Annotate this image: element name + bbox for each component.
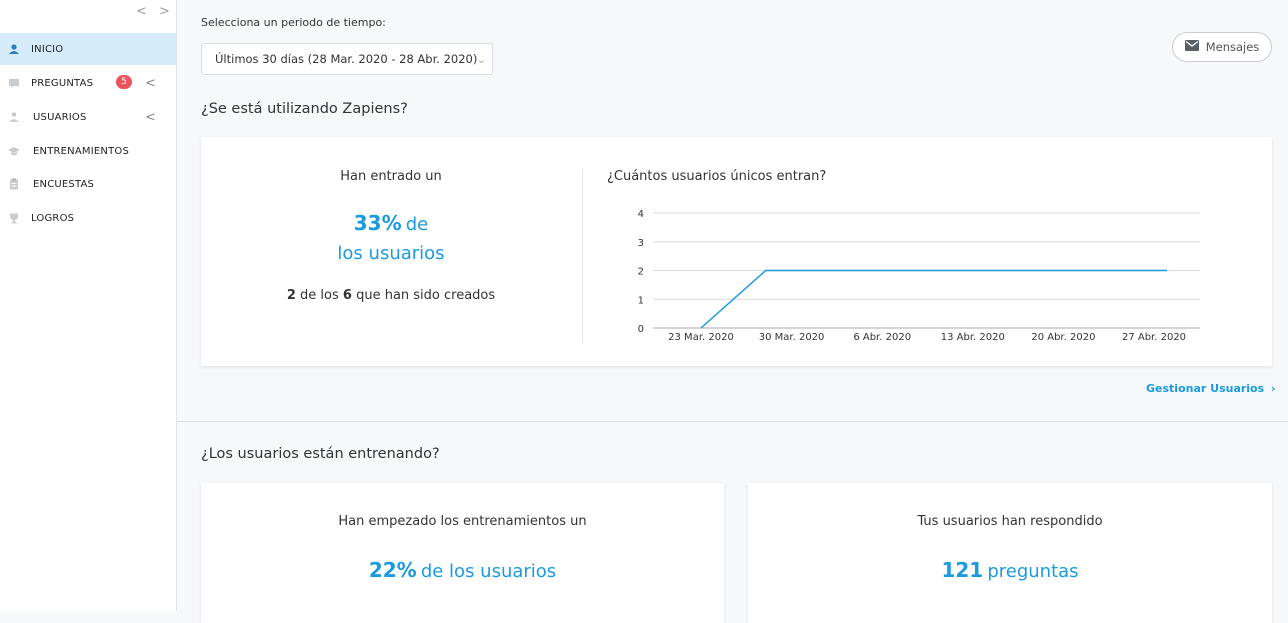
chart-title: ¿Cuántos usuarios únicos entran? <box>607 169 826 184</box>
graduation-cap-icon <box>8 145 20 157</box>
unread-count-badge: 5 <box>116 75 132 89</box>
sidebar-item-usuarios[interactable]: USUARIOS < <box>0 101 176 133</box>
percentage-line2: los usuarios <box>337 243 444 264</box>
chart-x-tick-label: 23 Mar. 2020 <box>668 332 734 343</box>
manage-users-label: Gestionar Usuarios <box>1146 382 1264 395</box>
answered-questions-card: Tus usuarios han respondido 121 pregunta… <box>748 483 1272 623</box>
clipboard-icon <box>8 178 20 190</box>
sidebar-item-label: ENCUESTAS <box>33 179 94 190</box>
sidebar-item-encuestas[interactable]: ENCUESTAS <box>0 168 176 200</box>
training-percentage: 22% <box>369 558 417 582</box>
chart-x-tick-label: 13 Abr. 2020 <box>941 332 1005 343</box>
chevron-left-icon[interactable]: < <box>145 110 156 125</box>
period-select-value: Últimos 30 días (28 Mar. 2020 - 28 Abr. … <box>215 52 477 66</box>
messages-button[interactable]: Mensajes <box>1172 32 1272 62</box>
training-started-label: Han empezado los entrenamientos un <box>201 514 724 529</box>
sidebar-item-preguntas[interactable]: PREGUNTAS 5 < <box>0 67 176 99</box>
training-percentage-suffix: de los usuarios <box>421 561 556 582</box>
person-icon <box>8 111 20 123</box>
sidebar-item-label: LOGROS <box>31 213 74 224</box>
chart-y-tick-label: 2 <box>638 267 644 278</box>
training-started-stat: 22% de los usuarios <box>201 558 724 582</box>
entered-label: Han entrado un <box>241 169 541 184</box>
answered-count: 121 <box>941 558 983 582</box>
chart-x-tick-label: 27 Abr. 2020 <box>1122 332 1186 343</box>
chat-icon <box>8 77 20 89</box>
chart-x-tick-label: 20 Abr. 2020 <box>1031 332 1095 343</box>
created-users-summary: 2 de los 6 que han sido creados <box>241 288 541 303</box>
created-suffix-text: que han sido creados <box>356 288 495 303</box>
percentage-suffix: de <box>406 214 429 235</box>
messages-button-label: Mensajes <box>1206 40 1260 54</box>
answered-count-suffix: preguntas <box>987 561 1078 582</box>
sidebar-item-label: ENTRENAMIENTOS <box>33 146 129 157</box>
created-total: 6 <box>343 288 352 303</box>
entered-percentage: 33% de <box>241 211 541 235</box>
chart-y-tick-label: 4 <box>638 209 644 220</box>
manage-users-link[interactable]: Gestionar Usuarios › <box>1146 382 1276 395</box>
sidebar-item-logros[interactable]: LOGROS <box>0 202 176 234</box>
training-started-card: Han empezado los entrenamientos un 22% d… <box>201 483 724 623</box>
user-circle-icon <box>8 43 20 55</box>
section-title-usage: ¿Se está utilizando Zapiens? <box>201 101 408 117</box>
sidebar-collapse-toggle[interactable]: < > <box>136 4 174 19</box>
created-count: 2 <box>287 288 296 303</box>
period-select[interactable]: Últimos 30 días (28 Mar. 2020 - 28 Abr. … <box>201 43 493 75</box>
chart-x-tick-label: 30 Mar. 2020 <box>759 332 825 343</box>
sidebar-item-label: PREGUNTAS <box>31 78 93 89</box>
chevron-down-icon: ⌄ <box>477 53 486 66</box>
chart-y-tick-label: 3 <box>638 238 644 249</box>
section-separator <box>177 421 1288 422</box>
answered-stat: 121 preguntas <box>748 558 1272 582</box>
mail-icon <box>1185 40 1199 54</box>
period-label: Selecciona un periodo de tiempo: <box>201 16 386 29</box>
sidebar-item-label: USUARIOS <box>33 112 87 123</box>
chevron-left-icon[interactable]: < <box>145 76 156 91</box>
card-divider <box>582 169 583 343</box>
created-mid-text: de los <box>300 288 339 303</box>
chart-y-tick-label: 0 <box>638 324 644 335</box>
unique-users-line-chart: 0 1 2 3 4 23 Mar. 2020 30 Mar. 2020 6 Abr. 2020… <box>620 200 1220 350</box>
percentage-value: 33% <box>354 211 402 235</box>
chevron-right-icon: › <box>1271 382 1276 395</box>
sidebar-item-label: INICIO <box>31 44 63 55</box>
sidebar-item-inicio[interactable]: INICIO <box>0 33 176 65</box>
trophy-icon <box>8 212 20 224</box>
sidebar-item-entrenamientos[interactable]: ENTRENAMIENTOS <box>0 135 176 167</box>
entered-percentage-line2: los usuarios <box>241 243 541 264</box>
sidebar: < > INICIO PREGUNTAS 5 < USUARIOS < ENTR… <box>0 0 177 611</box>
chart-y-tick-label: 1 <box>638 295 644 306</box>
chart-x-tick-label: 6 Abr. 2020 <box>853 332 911 343</box>
section-title-training: ¿Los usuarios están entrenando? <box>201 446 440 462</box>
answered-label: Tus usuarios han respondido <box>748 514 1272 529</box>
